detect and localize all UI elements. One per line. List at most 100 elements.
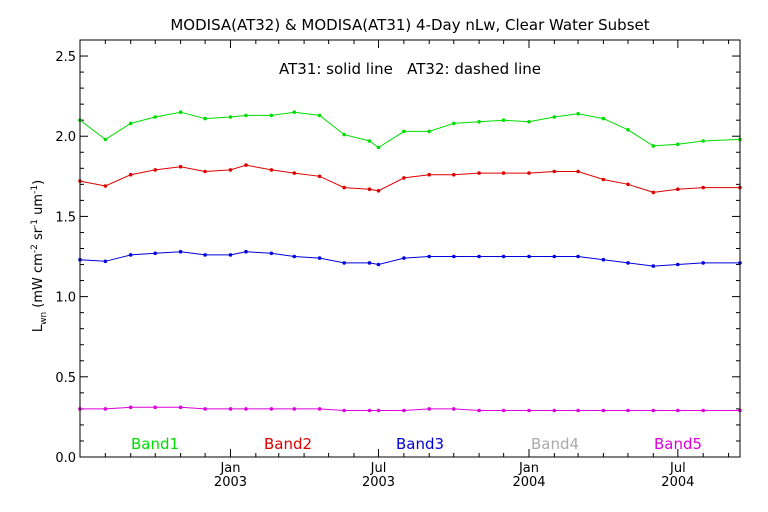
ylabel-cm-exp: -2 <box>30 244 40 253</box>
x-tick-year: 2004 <box>661 475 694 490</box>
data-point-band5 <box>601 408 606 413</box>
data-point-band1 <box>342 132 347 137</box>
series-line-band1 <box>79 111 741 149</box>
data-point-band1 <box>477 120 481 124</box>
chart-title: MODISA(AT32) & MODISA(AT31) 4-Day nLw, C… <box>170 16 649 34</box>
data-point-band5 <box>701 408 705 413</box>
data-point-band5 <box>376 408 381 413</box>
data-point-band5 <box>576 408 580 413</box>
data-point-band1 <box>269 113 274 118</box>
x-tick-label: Jul <box>669 461 686 476</box>
data-point-band1 <box>701 139 705 143</box>
data-point-band3 <box>244 249 248 254</box>
data-point-band5 <box>244 407 248 411</box>
data-point-band3 <box>367 261 372 265</box>
data-point-band1 <box>203 116 207 121</box>
ylabel-sub: wn <box>39 312 49 325</box>
data-point-band2 <box>552 169 557 174</box>
data-point-band3 <box>292 254 297 259</box>
y-tick-label: 0.0 <box>55 451 76 466</box>
data-point-band5 <box>552 408 557 413</box>
data-point-band5 <box>501 408 506 413</box>
data-point-band2 <box>228 168 233 172</box>
data-point-band1 <box>376 145 381 150</box>
data-point-band2 <box>501 171 506 175</box>
data-point-band2 <box>676 187 680 191</box>
x-tick-label: Jul <box>370 461 387 476</box>
data-point-band2 <box>601 177 606 182</box>
x-tick-label: Jan <box>518 461 539 476</box>
series-line-band3 <box>79 251 740 267</box>
data-point-band1 <box>552 115 557 119</box>
data-point-band1 <box>103 137 108 142</box>
legend-entry-band1: Band1 <box>131 435 179 453</box>
data-point-band2 <box>317 174 322 179</box>
legend-entry-band4: Band4 <box>531 435 579 453</box>
data-point-band2 <box>701 185 705 190</box>
x-tick-year: 2003 <box>214 475 247 490</box>
legend-entry-band5: Band5 <box>654 435 702 453</box>
data-point-band1 <box>402 129 406 134</box>
data-point-band5 <box>651 408 656 413</box>
data-point-band2 <box>376 189 381 193</box>
data-point-band2 <box>203 169 207 174</box>
data-point-band2 <box>427 172 432 177</box>
ylabel-base: L <box>31 324 46 332</box>
series-line-band5 <box>80 406 740 411</box>
data-point-band5 <box>103 407 108 411</box>
data-point-band1 <box>153 115 157 119</box>
data-point-band5 <box>477 408 481 413</box>
ylabel-sr-exp: -1 <box>30 219 40 228</box>
x-tick-year: 2003 <box>362 475 395 490</box>
data-point-band3 <box>269 251 274 256</box>
data-point-band3 <box>128 253 133 257</box>
data-point-band2 <box>128 172 133 177</box>
data-point-band2 <box>527 171 531 175</box>
data-point-band1 <box>576 112 580 116</box>
data-point-band5 <box>178 405 183 410</box>
data-point-band1 <box>501 118 506 122</box>
data-point-band2 <box>477 171 481 175</box>
data-point-band2 <box>178 164 183 169</box>
data-point-band3 <box>601 257 606 262</box>
y-axis-ticks: 0.0 0.5 1.0 1.5 2.0 2.5 <box>55 39 740 466</box>
data-point-band5 <box>676 408 680 413</box>
data-point-band1 <box>626 128 630 132</box>
data-point-band3 <box>427 254 432 259</box>
data-point-band2 <box>342 185 347 190</box>
data-point-band5 <box>626 408 630 413</box>
data-point-band1 <box>676 142 680 147</box>
y-tick-label: 2.5 <box>55 50 76 65</box>
data-point-band3 <box>527 254 531 259</box>
data-point-band1 <box>228 115 233 119</box>
data-point-band5 <box>128 405 133 410</box>
data-point-band2 <box>402 176 406 180</box>
data-point-band1 <box>527 120 531 124</box>
data-point-band3 <box>452 254 456 259</box>
data-point-band3 <box>317 256 322 260</box>
y-tick-label: 2.0 <box>55 130 76 145</box>
data-point-band2 <box>269 168 274 172</box>
data-point-band2 <box>367 187 372 191</box>
y-tick-label: 0.5 <box>55 371 76 386</box>
legend-entry-band3: Band3 <box>396 435 444 453</box>
data-point-band3 <box>203 253 207 257</box>
ylabel-um-exp: -1 <box>30 185 40 194</box>
data-point-band5 <box>427 407 432 411</box>
data-point-band3 <box>501 254 506 259</box>
data-point-band3 <box>626 261 630 265</box>
data-point-band3 <box>552 254 557 259</box>
ylabel-units-close: ) <box>31 180 46 185</box>
series-group <box>78 110 742 413</box>
data-point-band5 <box>342 408 347 413</box>
chart-annotation: AT31: solid line AT32: dashed line <box>279 60 541 78</box>
data-point-band5 <box>317 407 322 411</box>
data-point-band1 <box>601 116 606 121</box>
data-point-band1 <box>427 129 432 134</box>
ylabel-um: um <box>31 194 46 219</box>
data-point-band5 <box>269 407 274 411</box>
ylabel-sr: sr <box>31 227 46 244</box>
data-point-band3 <box>103 259 108 264</box>
data-point-band2 <box>292 171 297 175</box>
